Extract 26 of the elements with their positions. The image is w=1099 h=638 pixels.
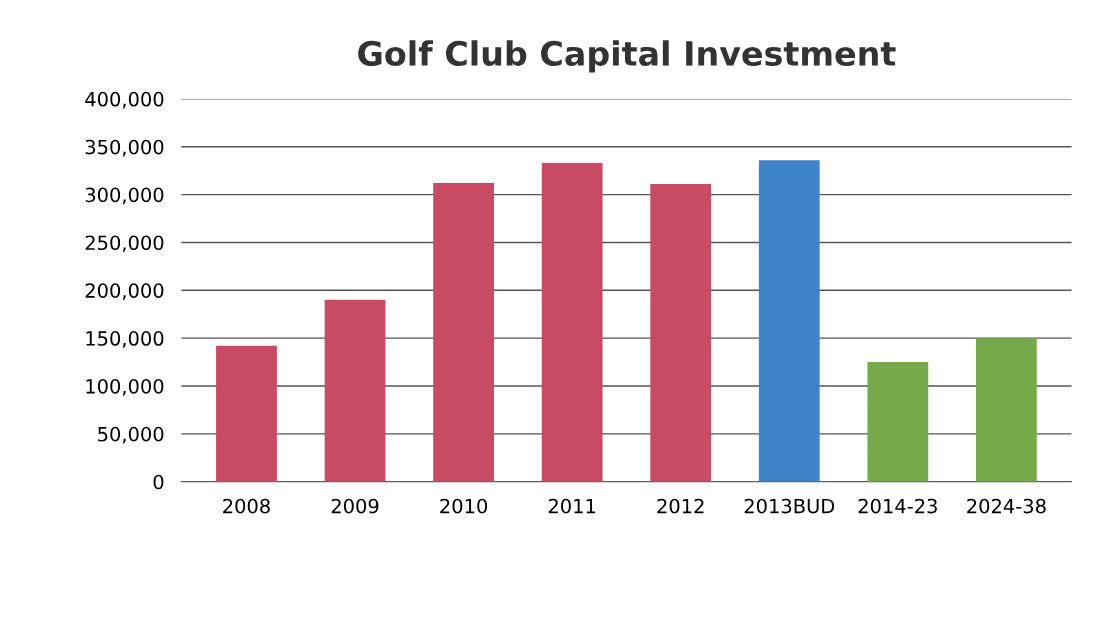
- x-tick-label: 2010: [440, 498, 488, 514]
- bar: [758, 160, 820, 482]
- bar: [867, 362, 929, 482]
- x-tick-label: 2008: [223, 498, 270, 514]
- y-tick-label: 250,000: [85, 235, 164, 253]
- y-tick-label: 350,000: [85, 139, 164, 157]
- y-tick-label: 300,000: [85, 187, 164, 205]
- y-tick-label: 200,000: [85, 283, 164, 300]
- x-tick-label: 2024-38: [967, 498, 1046, 514]
- y-tick-label: 0: [153, 474, 164, 490]
- bar: [216, 345, 277, 482]
- y-tick-label: 100,000: [86, 378, 164, 396]
- x-tick-label: 2014-23: [858, 498, 937, 514]
- y-tick-label: 50,000: [98, 426, 164, 444]
- bar: [433, 183, 494, 482]
- x-tick-label: 2011: [548, 498, 596, 514]
- x-tick-label: 2009: [331, 498, 379, 514]
- bar: [650, 184, 712, 482]
- bar: [541, 163, 603, 482]
- y-tick-label: 400,000: [85, 91, 164, 109]
- x-tick-label: 2013BUD: [744, 498, 835, 514]
- chart-title: Golf Club Capital Investment: [358, 40, 896, 73]
- x-tick-label: 2012: [657, 498, 704, 514]
- bar: [975, 338, 1037, 482]
- bar: [324, 299, 386, 482]
- y-tick-label: 150,000: [86, 331, 164, 348]
